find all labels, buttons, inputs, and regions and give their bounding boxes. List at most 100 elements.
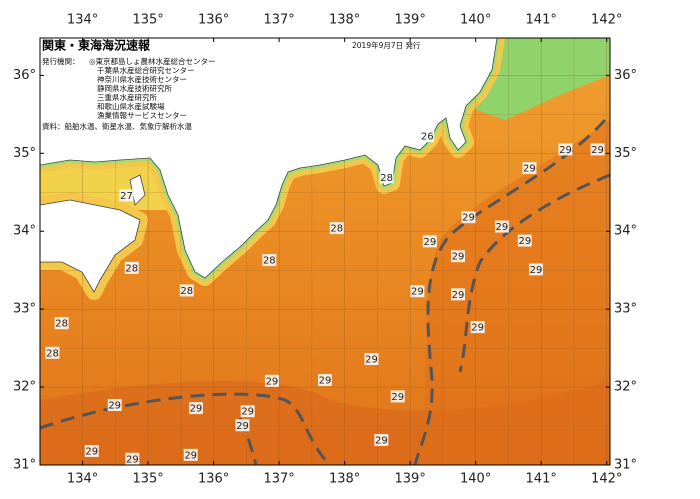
contour-label-bg	[54, 317, 69, 330]
contour-label-bg	[451, 250, 465, 263]
lat-label: 33°	[13, 302, 36, 317]
lat-label: 32°	[614, 380, 637, 395]
contour-label: 29	[462, 213, 475, 224]
contour-label: 29	[559, 145, 572, 156]
contour-label-bg	[125, 452, 140, 465]
lon-label: 139°	[395, 472, 426, 487]
contour-label-bg	[235, 419, 250, 432]
lat-label: 32°	[13, 380, 36, 395]
lon-label: 140°	[460, 13, 491, 28]
contour-label-bg	[45, 346, 60, 359]
issuer: 三重県水産研究所	[97, 92, 157, 102]
issuers-list: ◎東京都島しょ農林水産総合センター千葉県水産総合研究センター神奈川県水産技術セン…	[89, 56, 216, 120]
issuer: 静岡県水産技術研究所	[97, 83, 172, 93]
lon-label: 135°	[132, 13, 163, 28]
contour-label-bg	[379, 171, 394, 184]
contour-labels: 26 27 28 28 28 28 28 28 28 29 29 29 29 29 29 29 29 29 29 29…	[45, 130, 605, 465]
contour-label-bg	[590, 143, 605, 156]
lon-label: 134°	[67, 13, 98, 28]
contour-label: 29	[591, 145, 604, 156]
map-area: 26 27 28 28 28 28 28 28 28 29 29 29 29 29 29 29 29 29 29 29…	[40, 38, 610, 465]
contour-label: 28	[380, 173, 393, 184]
lon-label: 138°	[329, 13, 360, 28]
lon-label: 141°	[526, 472, 557, 487]
lat-label: 31°	[614, 458, 637, 473]
lon-label: 139°	[395, 13, 426, 28]
title: 関東・東海海況速報	[42, 38, 151, 53]
contour-label: 29	[319, 376, 332, 387]
contour-label: 29	[184, 450, 197, 461]
lon-label: 142°	[591, 13, 622, 28]
contour-label-bg	[179, 284, 194, 297]
lat-label: 34°	[13, 224, 36, 239]
contour-label: 29	[241, 407, 254, 418]
contour-label: 26	[421, 132, 434, 143]
contour-label: 29	[423, 237, 436, 248]
contour-label-bg	[470, 321, 485, 334]
lon-label: 138°	[329, 472, 360, 487]
contour-label-bg	[119, 189, 134, 202]
contour-label: 28	[180, 286, 193, 297]
contour-label: 29	[266, 376, 279, 387]
contour-label-bg	[494, 220, 509, 233]
contour-label: 29	[236, 421, 249, 432]
contour-label: 28	[55, 319, 68, 330]
lat-label: 36°	[13, 68, 36, 83]
lat-label: 35°	[13, 146, 36, 161]
contour-label: 29	[375, 436, 388, 447]
lon-label: 135°	[132, 472, 163, 487]
contour-label: 28	[46, 348, 59, 359]
lat-label: 31°	[13, 458, 36, 473]
contour-label: 29	[108, 401, 121, 412]
contour-label-bg	[461, 211, 476, 224]
warm-zone	[420, 120, 610, 465]
contour-label-bg	[558, 143, 573, 156]
contour-label: 29	[85, 446, 98, 457]
lat-label: 36°	[614, 68, 637, 83]
contour-label: 29	[452, 290, 465, 301]
contour-label-bg	[240, 405, 255, 418]
contour-label: 29	[391, 392, 404, 403]
contour-label-bg	[262, 254, 277, 267]
contour-label-bg	[264, 374, 279, 387]
contour-label-bg	[124, 261, 139, 274]
contour-label-bg	[528, 263, 543, 276]
contour-label-bg	[364, 353, 379, 366]
contour-label-bg	[84, 444, 99, 457]
contour-label: 29	[496, 222, 509, 233]
contour-label: 29	[452, 252, 465, 263]
lon-label: 142°	[591, 472, 622, 487]
contour-label: 29	[365, 355, 378, 366]
lon-label: 140°	[460, 472, 491, 487]
contour-label-bg	[410, 285, 425, 298]
contour-label-bg	[183, 448, 198, 461]
issuer: 千葉県水産総合研究センター	[97, 65, 195, 75]
contour-label: 29	[518, 236, 531, 247]
axes: 134° 134° 135° 135° 136° 136° 137° 137° 138° 138°…	[13, 13, 637, 487]
contour-label: 29	[523, 164, 536, 175]
lat-label: 34°	[614, 224, 637, 239]
date: 2019年9月7日 発行	[352, 40, 421, 50]
contour-label-bg	[422, 235, 437, 248]
issuer: 和歌山県水産試験場	[97, 101, 165, 111]
contour-label-bg	[390, 390, 405, 403]
lon-label: 137°	[263, 13, 294, 28]
contour-label: 29	[126, 454, 139, 465]
lon-label: 136°	[198, 472, 229, 487]
contour-label-bg	[517, 234, 532, 247]
contour-label: 29	[190, 404, 203, 415]
lat-label: 33°	[614, 302, 637, 317]
contour-label: 29	[471, 323, 484, 334]
lat-label: 35°	[614, 146, 637, 161]
lon-label: 137°	[263, 472, 294, 487]
contour-label: 28	[330, 224, 343, 235]
issuer: ◎東京都島しょ農林水産総合センター	[89, 56, 216, 66]
contour-label: 28	[125, 263, 138, 274]
lon-label: 136°	[198, 13, 229, 28]
issuers-label: 発行機関：	[42, 56, 80, 66]
contour-label: 29	[411, 287, 424, 298]
contour-label: 27	[120, 191, 133, 202]
contour-label-bg	[420, 130, 435, 143]
contour-label-bg	[318, 374, 332, 387]
